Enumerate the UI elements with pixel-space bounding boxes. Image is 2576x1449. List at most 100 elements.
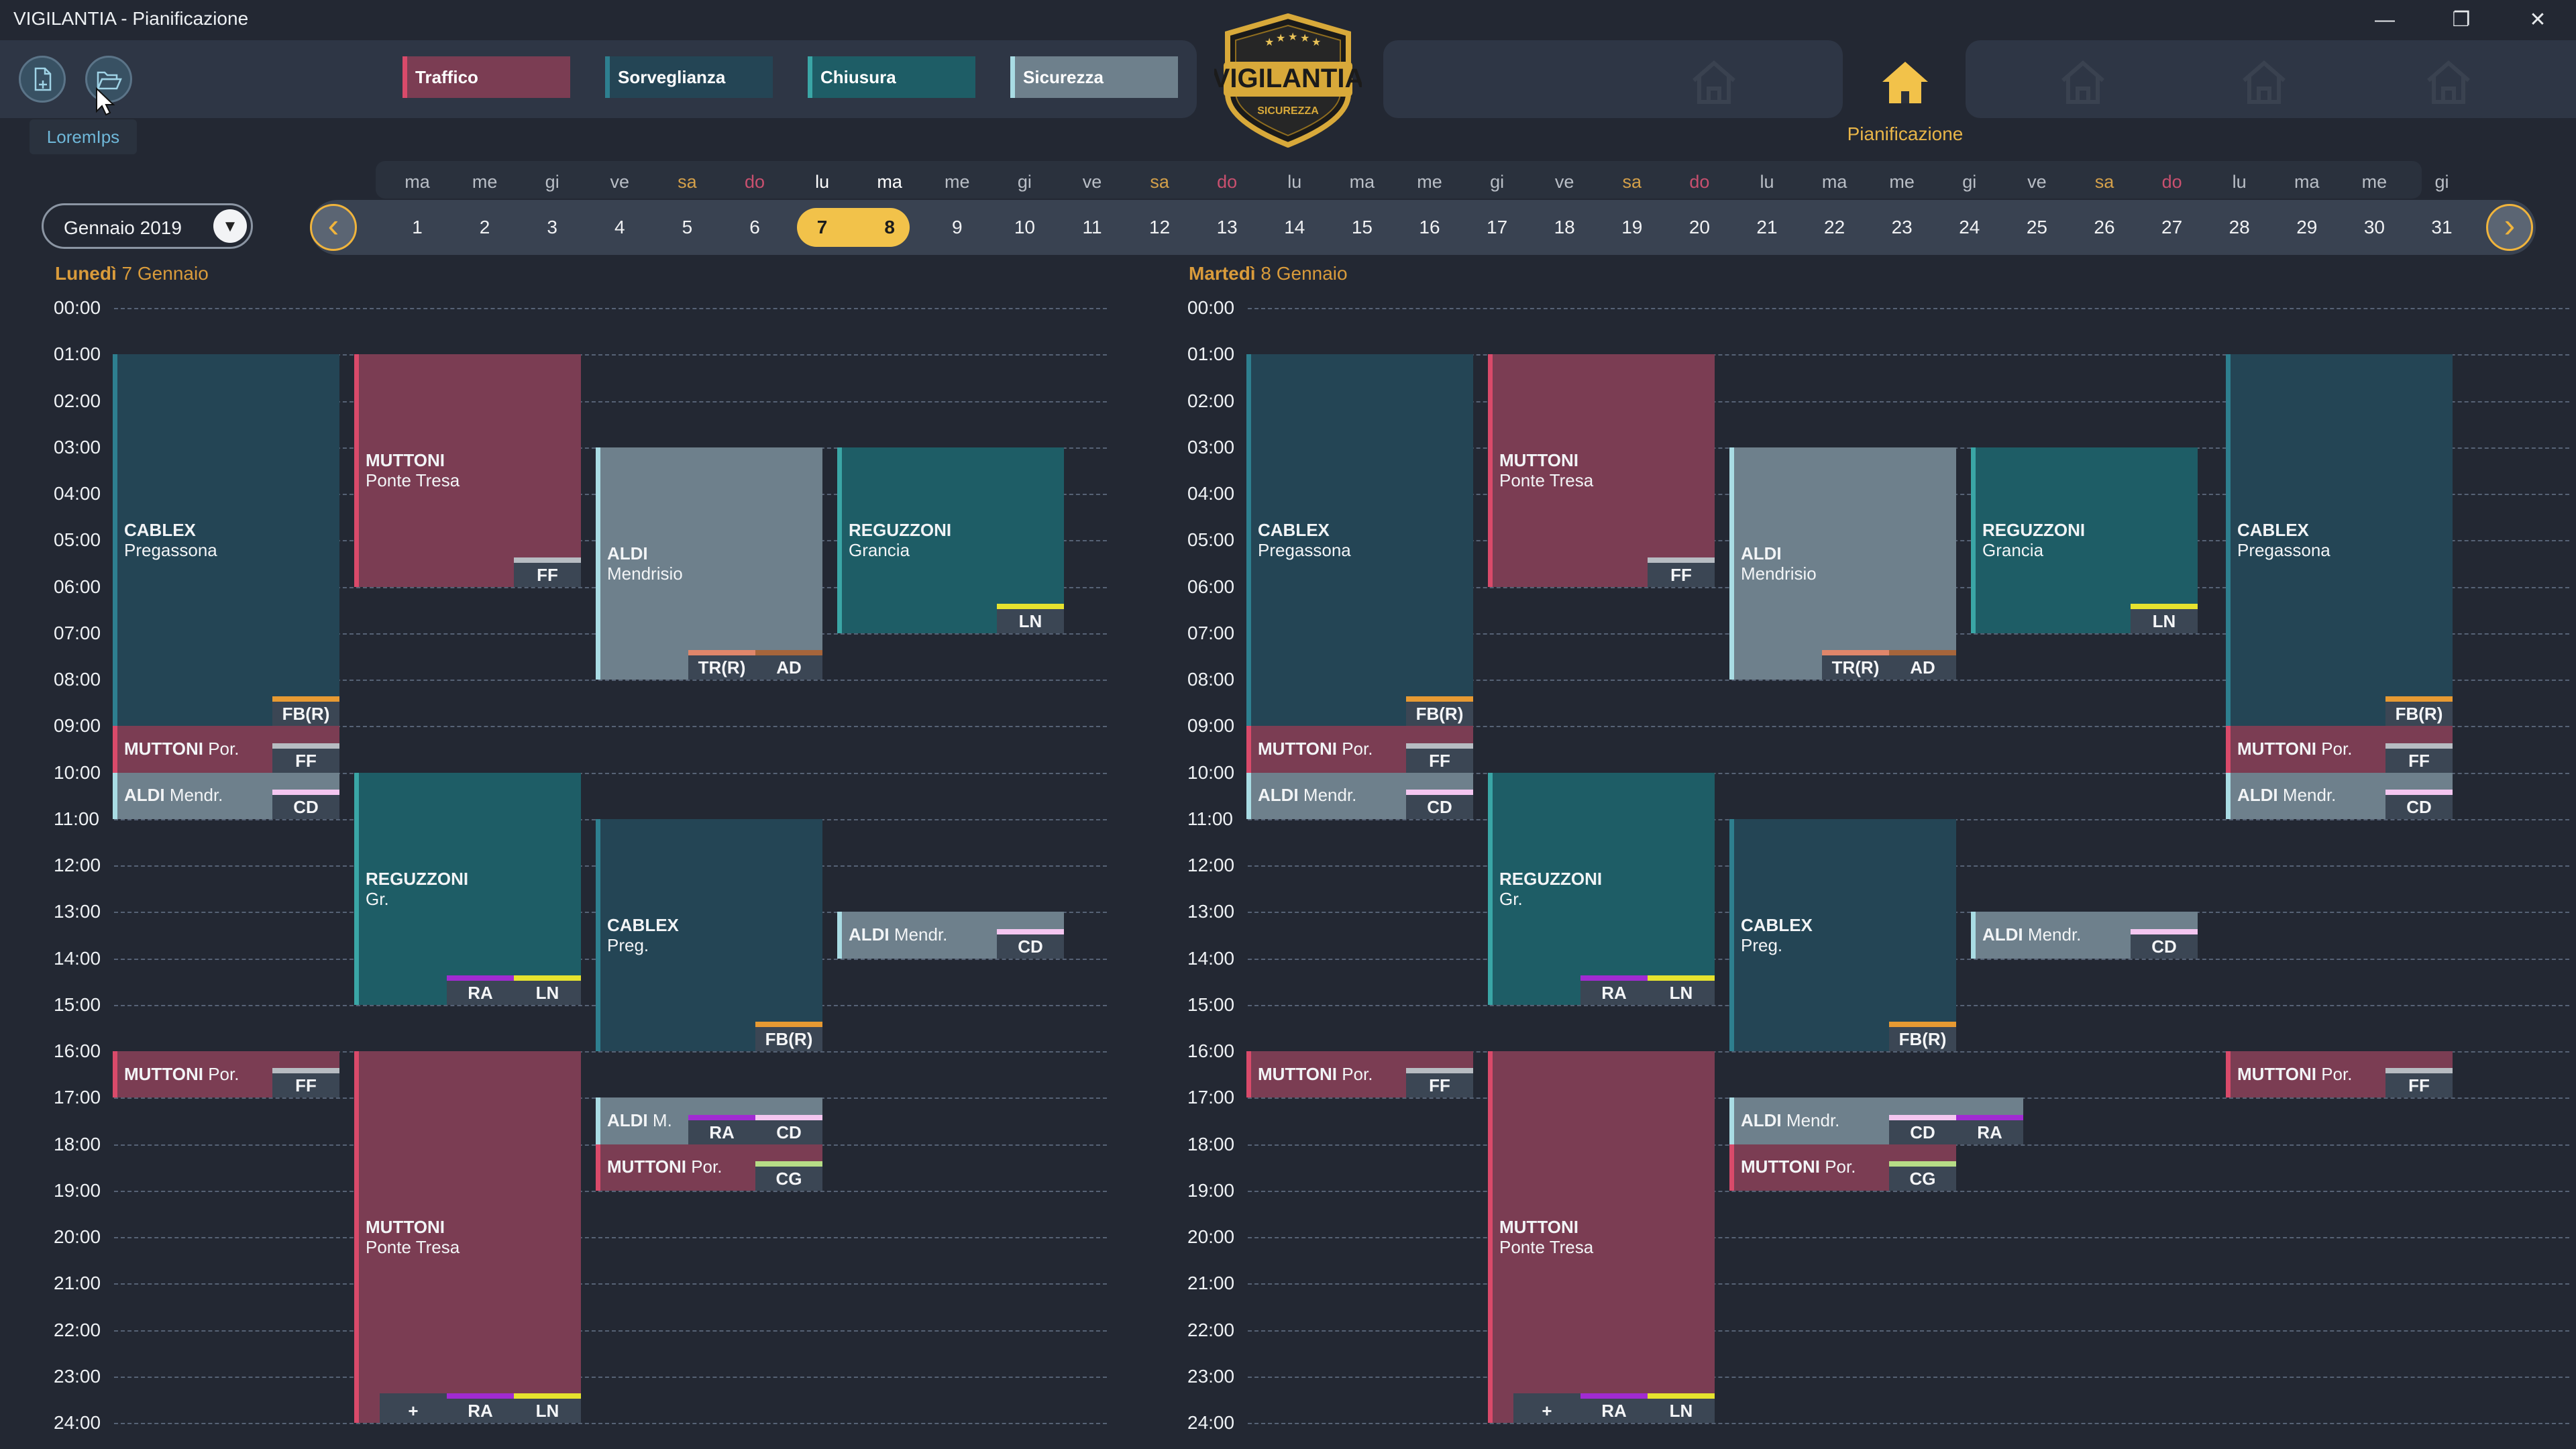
- home-icon[interactable]: [2422, 55, 2475, 109]
- event-block[interactable]: ALDI M. RA CD: [596, 1097, 822, 1144]
- badge-ln[interactable]: LN: [514, 1393, 581, 1423]
- event-block[interactable]: MUTTONI Por. FF: [1246, 1051, 1473, 1098]
- restore-button[interactable]: ❐: [2452, 9, 2471, 31]
- badge-cg[interactable]: CG: [755, 1161, 822, 1191]
- date-cell[interactable]: 27: [2161, 217, 2183, 237]
- badge-ff[interactable]: FF: [1406, 743, 1473, 773]
- home-icon[interactable]: [2056, 55, 2110, 109]
- date-cell[interactable]: 1: [412, 217, 423, 237]
- event-block[interactable]: MUTTONI Por. FF: [2226, 1051, 2453, 1098]
- badge-plus[interactable]: +: [380, 1393, 447, 1423]
- close-button[interactable]: ✕: [2529, 9, 2546, 31]
- date-cell[interactable]: 12: [1149, 217, 1171, 237]
- home-icon[interactable]: [2237, 55, 2291, 109]
- badge-ff[interactable]: FF: [272, 1068, 339, 1098]
- badge-cd[interactable]: CD: [2385, 789, 2453, 819]
- event-block[interactable]: MUTTONI Por. FF: [113, 1051, 339, 1098]
- badge-cd[interactable]: CD: [755, 1114, 822, 1144]
- event-block[interactable]: ALDI Mendr. CD: [113, 772, 339, 819]
- date-cell[interactable]: 10: [1014, 217, 1035, 237]
- category-tag-traffico[interactable]: Traffico: [402, 56, 570, 98]
- badge-fbr[interactable]: FB(R): [272, 696, 339, 727]
- date-cell[interactable]: 25: [2026, 217, 2047, 237]
- category-tag-sicurezza[interactable]: Sicurezza: [1010, 56, 1178, 98]
- event-block[interactable]: REGUZZONI Grancia LN: [837, 447, 1064, 633]
- badge-ln[interactable]: LN: [997, 603, 1064, 633]
- badge-ra[interactable]: RA: [447, 975, 514, 1005]
- date-cell[interactable]: 29: [2296, 217, 2318, 237]
- date-cell[interactable]: 16: [1419, 217, 1440, 237]
- home-icon[interactable]: [1687, 55, 1741, 109]
- badge-ra[interactable]: RA: [1580, 1393, 1648, 1423]
- event-block[interactable]: MUTTONI Ponte Tresa FF: [354, 354, 581, 587]
- date-cell[interactable]: 6: [749, 217, 760, 237]
- badge-plus[interactable]: +: [1513, 1393, 1580, 1423]
- date-cell[interactable]: 17: [1487, 217, 1508, 237]
- minimize-button[interactable]: —: [2375, 9, 2395, 31]
- badge-fbr[interactable]: FB(R): [1889, 1022, 1956, 1051]
- event-block[interactable]: CABLEX Pregassona FB(R): [2226, 354, 2453, 727]
- event-block[interactable]: REGUZZONI Gr. RA LN: [1488, 772, 1715, 1005]
- badge-fbr[interactable]: FB(R): [2385, 696, 2453, 727]
- date-cell[interactable]: 11: [1082, 217, 1102, 237]
- badge-trr[interactable]: TR(R): [688, 650, 755, 680]
- badge-ff[interactable]: FF: [1406, 1068, 1473, 1098]
- event-block[interactable]: ALDI Mendrisio TR(R) AD: [1729, 447, 1956, 680]
- event-block[interactable]: ALDI Mendr. CD: [1246, 772, 1473, 819]
- event-block[interactable]: REGUZZONI Gr. RA LN: [354, 772, 581, 1005]
- date-cell[interactable]: 21: [1756, 217, 1778, 237]
- date-cell[interactable]: 18: [1554, 217, 1575, 237]
- badge-cd[interactable]: CD: [272, 789, 339, 819]
- event-block[interactable]: CABLEX Pregassona FB(R): [1246, 354, 1473, 727]
- badge-ra[interactable]: RA: [1956, 1114, 2023, 1144]
- badge-ra[interactable]: RA: [447, 1393, 514, 1423]
- badge-ad[interactable]: AD: [1889, 650, 1956, 680]
- date-cell[interactable]: 9: [952, 217, 963, 237]
- date-cell[interactable]: 22: [1824, 217, 1845, 237]
- badge-ln[interactable]: LN: [514, 975, 581, 1005]
- date-cell[interactable]: 30: [2363, 217, 2385, 237]
- new-document-button[interactable]: [19, 56, 66, 103]
- event-block[interactable]: ALDI Mendrisio TR(R) AD: [596, 447, 822, 680]
- event-block[interactable]: MUTTONI Por. CG: [596, 1144, 822, 1191]
- date-cell[interactable]: 23: [1891, 217, 1913, 237]
- badge-ln[interactable]: LN: [1648, 1393, 1715, 1423]
- badge-trr[interactable]: TR(R): [1822, 650, 1889, 680]
- event-block[interactable]: MUTTONI Ponte Tresa + RA LN: [354, 1051, 581, 1423]
- badge-ln[interactable]: LN: [1648, 975, 1715, 1005]
- category-tag-chiusura[interactable]: Chiusura: [808, 56, 975, 98]
- badge-fbr[interactable]: FB(R): [1406, 696, 1473, 727]
- badge-ln[interactable]: LN: [2131, 603, 2198, 633]
- badge-cd[interactable]: CD: [1406, 789, 1473, 819]
- prev-month-button[interactable]: ‹: [310, 204, 357, 251]
- date-cell[interactable]: 8: [884, 217, 895, 237]
- badge-ad[interactable]: AD: [755, 650, 822, 680]
- badge-ff[interactable]: FF: [514, 557, 581, 587]
- date-cell[interactable]: 26: [2094, 217, 2115, 237]
- event-block[interactable]: MUTTONI Por. FF: [1246, 726, 1473, 773]
- event-block[interactable]: REGUZZONI Grancia LN: [1971, 447, 2198, 633]
- badge-cg[interactable]: CG: [1889, 1161, 1956, 1191]
- open-folder-button[interactable]: [85, 56, 132, 103]
- event-block[interactable]: MUTTONI Por. FF: [113, 726, 339, 773]
- badge-fbr[interactable]: FB(R): [755, 1022, 822, 1051]
- event-block[interactable]: CABLEX Preg. FB(R): [596, 818, 822, 1051]
- badge-cd[interactable]: CD: [2131, 928, 2198, 959]
- date-cell[interactable]: 15: [1351, 217, 1373, 237]
- date-cell[interactable]: 7: [816, 217, 828, 237]
- date-cell[interactable]: 3: [547, 217, 557, 237]
- event-block[interactable]: ALDI Mendr. CD RA: [1729, 1097, 2023, 1144]
- event-block[interactable]: CABLEX Preg. FB(R): [1729, 818, 1956, 1051]
- event-block[interactable]: ALDI Mendr. CD: [2226, 772, 2453, 819]
- event-block[interactable]: CABLEX Pregassona FB(R): [113, 354, 339, 727]
- badge-ff[interactable]: FF: [1648, 557, 1715, 587]
- date-cell[interactable]: 31: [2431, 217, 2453, 237]
- badge-ra[interactable]: RA: [688, 1114, 755, 1144]
- date-cell[interactable]: 24: [1959, 217, 1980, 237]
- event-block[interactable]: MUTTONI Ponte Tresa FF: [1488, 354, 1715, 587]
- date-cell[interactable]: 20: [1688, 217, 1710, 237]
- event-block[interactable]: MUTTONI Ponte Tresa + RA LN: [1488, 1051, 1715, 1423]
- badge-ff[interactable]: FF: [272, 743, 339, 773]
- event-block[interactable]: ALDI Mendr. CD: [837, 912, 1064, 959]
- event-block[interactable]: MUTTONI Por. CG: [1729, 1144, 1956, 1191]
